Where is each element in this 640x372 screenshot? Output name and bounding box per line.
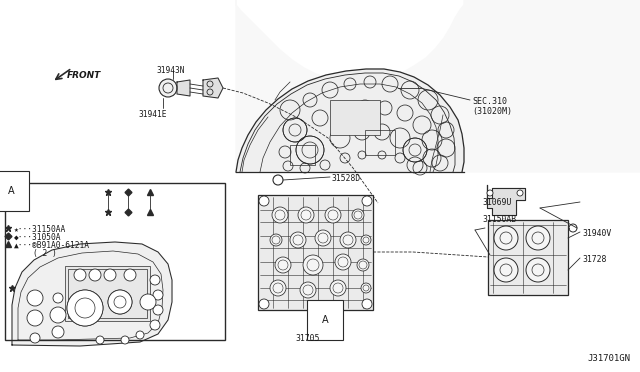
Circle shape [300,282,316,298]
Circle shape [275,257,291,273]
Circle shape [159,79,177,97]
Circle shape [526,226,550,250]
Bar [258,195,373,310]
Circle shape [352,209,364,221]
Text: J31701GN: J31701GN [587,354,630,363]
Circle shape [270,280,286,296]
Circle shape [75,298,95,318]
Circle shape [108,290,132,314]
Circle shape [104,269,116,281]
Circle shape [50,307,66,323]
Circle shape [27,310,43,326]
Text: 31069U: 31069U [482,198,511,207]
Text: 31728: 31728 [582,255,606,264]
Polygon shape [12,242,172,346]
Text: A: A [8,186,15,196]
Circle shape [517,190,523,196]
Circle shape [569,224,577,232]
Bar [5,183,225,340]
Circle shape [303,255,323,275]
Circle shape [273,175,283,185]
Text: ★···31150AA: ★···31150AA [14,225,67,234]
Polygon shape [177,80,190,96]
Text: ▲···®B91A0-6121A: ▲···®B91A0-6121A [14,241,90,250]
Circle shape [89,269,101,281]
Circle shape [494,258,518,282]
Circle shape [67,290,103,326]
Circle shape [27,290,43,306]
Circle shape [487,190,493,196]
Circle shape [121,336,129,344]
Text: SEC.310: SEC.310 [472,97,507,106]
Bar [290,145,315,165]
Bar [365,130,395,155]
Circle shape [340,232,356,248]
Text: 31528D: 31528D [332,174,361,183]
Circle shape [330,280,346,296]
Circle shape [362,299,372,309]
Circle shape [52,326,64,338]
Text: ( 2 ): ( 2 ) [14,249,57,258]
Circle shape [30,333,40,343]
Circle shape [114,296,126,308]
Circle shape [270,234,282,246]
Circle shape [140,294,156,310]
Circle shape [290,232,306,248]
Polygon shape [258,195,373,310]
Circle shape [108,290,132,314]
Circle shape [150,320,160,330]
Bar [65,266,150,321]
Circle shape [96,336,104,344]
Circle shape [362,196,372,206]
Text: 31150AB: 31150AB [482,215,516,224]
Polygon shape [487,185,525,215]
Circle shape [361,283,371,293]
Circle shape [315,230,331,246]
Circle shape [272,207,288,223]
Circle shape [357,259,369,271]
Bar [330,100,380,135]
Polygon shape [236,0,640,172]
Text: 31705: 31705 [295,334,319,343]
Polygon shape [236,69,464,172]
Text: (31020M): (31020M) [472,107,512,116]
Text: A: A [322,315,328,325]
Circle shape [298,207,314,223]
Polygon shape [203,78,223,98]
Circle shape [526,258,550,282]
Circle shape [124,269,136,281]
Circle shape [67,290,103,326]
Bar [488,220,568,295]
Text: 31941E: 31941E [138,110,166,119]
Circle shape [153,290,163,300]
Circle shape [153,305,163,315]
Circle shape [53,293,63,303]
Text: 31943N: 31943N [156,66,184,75]
Circle shape [259,196,269,206]
Circle shape [74,269,86,281]
Text: 31940V: 31940V [582,229,611,238]
Circle shape [335,254,351,270]
Text: FRONT: FRONT [67,71,101,80]
Bar [68,269,147,318]
Circle shape [494,226,518,250]
Text: ◆···31050A: ◆···31050A [14,233,61,242]
Circle shape [361,235,371,245]
Circle shape [259,299,269,309]
Polygon shape [488,220,568,295]
Circle shape [150,275,160,285]
Circle shape [325,207,341,223]
Circle shape [136,331,144,339]
